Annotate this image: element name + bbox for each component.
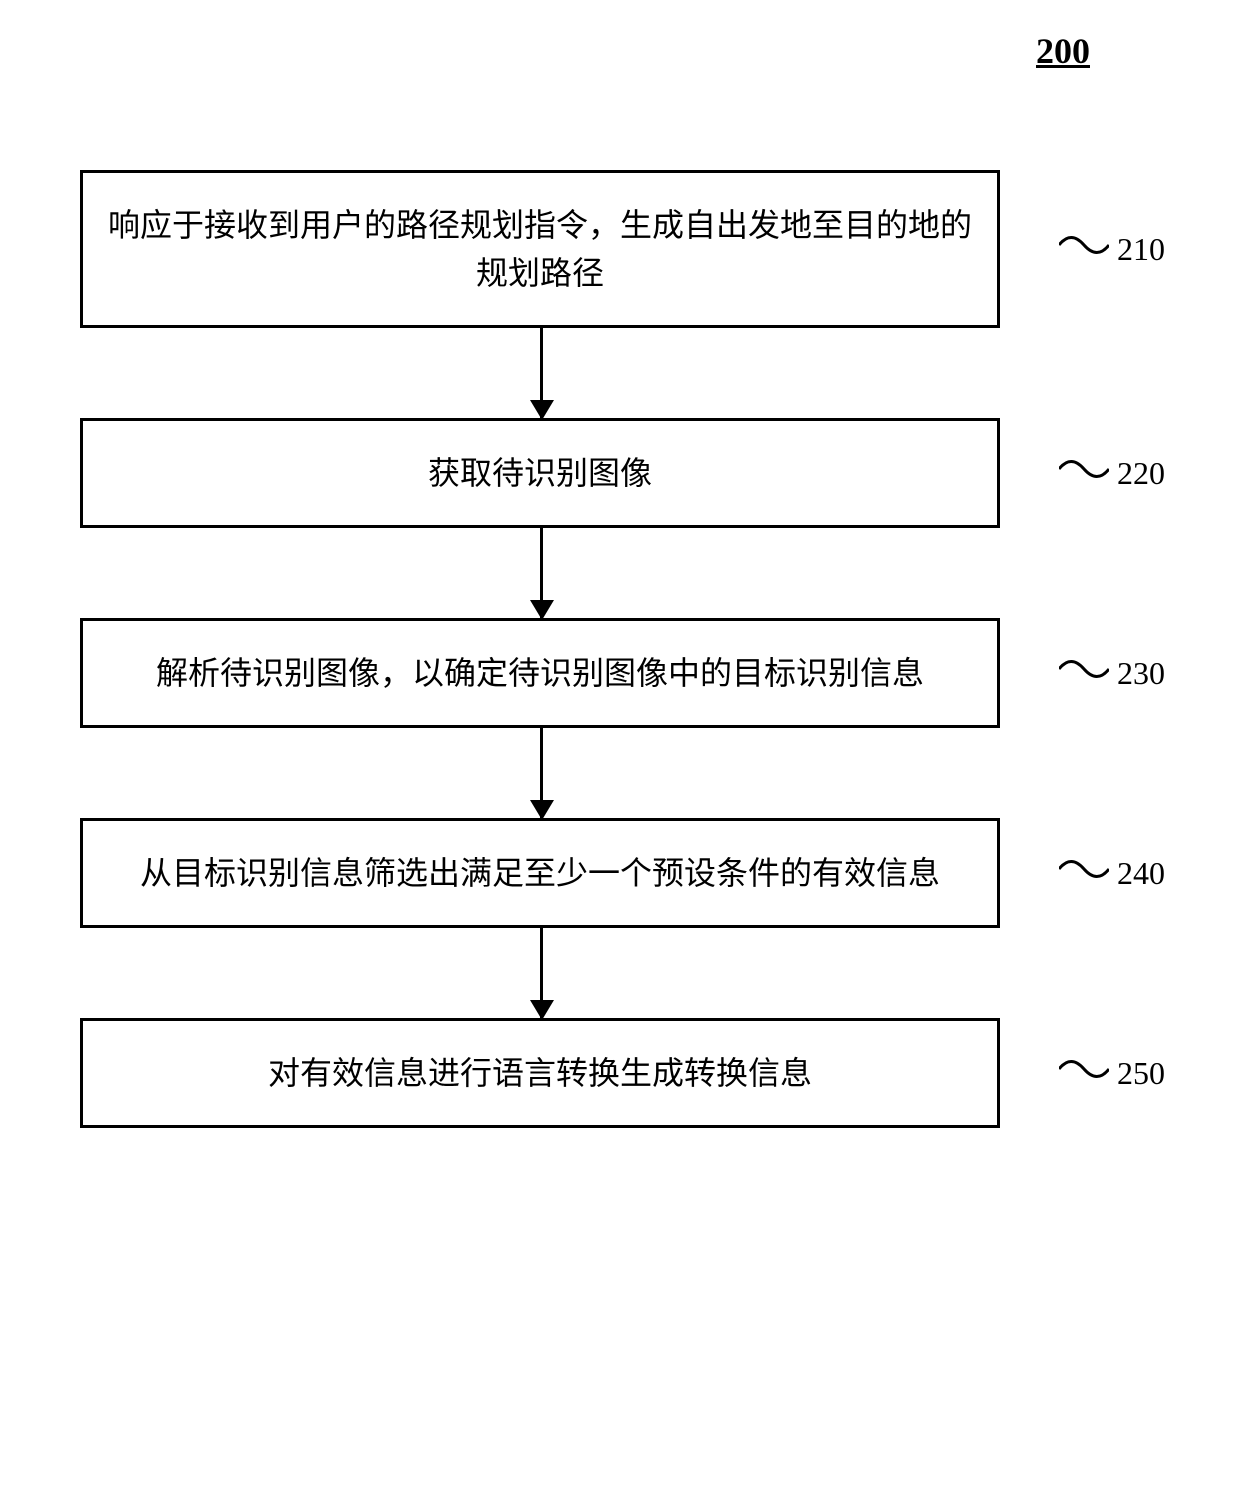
step-number-4: 240: [1117, 855, 1165, 892]
step-box-5: 对有效信息进行语言转换生成转换信息: [80, 1018, 1000, 1128]
connector-squiggle: [1059, 225, 1109, 273]
step-row-5: 对有效信息进行语言转换生成转换信息 250: [80, 1018, 1160, 1128]
arrow-3: [540, 728, 543, 818]
step-text-1: 响应于接收到用户的路径规划指令，生成自出发地至目的地的规划路径: [103, 201, 977, 297]
step-number-5: 250: [1117, 1055, 1165, 1092]
step-label-2: 220: [1059, 449, 1165, 497]
step-box-2: 获取待识别图像: [80, 418, 1000, 528]
step-label-5: 250: [1059, 1049, 1165, 1097]
flowchart-container: 响应于接收到用户的路径规划指令，生成自出发地至目的地的规划路径 210 获取待识…: [80, 170, 1160, 1128]
step-row-3: 解析待识别图像，以确定待识别图像中的目标识别信息 230: [80, 618, 1160, 728]
connector-squiggle: [1059, 1049, 1109, 1097]
step-number-1: 210: [1117, 231, 1165, 268]
step-number-3: 230: [1117, 655, 1165, 692]
step-number-2: 220: [1117, 455, 1165, 492]
step-text-5: 对有效信息进行语言转换生成转换信息: [268, 1049, 812, 1097]
connector-squiggle: [1059, 849, 1109, 897]
step-box-3: 解析待识别图像，以确定待识别图像中的目标识别信息: [80, 618, 1000, 728]
step-row-1: 响应于接收到用户的路径规划指令，生成自出发地至目的地的规划路径 210: [80, 170, 1160, 328]
step-text-2: 获取待识别图像: [428, 449, 652, 497]
arrow-1: [540, 328, 543, 418]
figure-number: 200: [1036, 30, 1090, 72]
step-label-1: 210: [1059, 225, 1165, 273]
arrow-2: [540, 528, 543, 618]
step-label-4: 240: [1059, 849, 1165, 897]
arrow-4: [540, 928, 543, 1018]
connector-squiggle: [1059, 649, 1109, 697]
step-box-4: 从目标识别信息筛选出满足至少一个预设条件的有效信息: [80, 818, 1000, 928]
step-row-2: 获取待识别图像 220: [80, 418, 1160, 528]
step-row-4: 从目标识别信息筛选出满足至少一个预设条件的有效信息 240: [80, 818, 1160, 928]
step-text-4: 从目标识别信息筛选出满足至少一个预设条件的有效信息: [140, 849, 940, 897]
step-text-3: 解析待识别图像，以确定待识别图像中的目标识别信息: [156, 649, 924, 697]
step-box-1: 响应于接收到用户的路径规划指令，生成自出发地至目的地的规划路径: [80, 170, 1000, 328]
step-label-3: 230: [1059, 649, 1165, 697]
connector-squiggle: [1059, 449, 1109, 497]
